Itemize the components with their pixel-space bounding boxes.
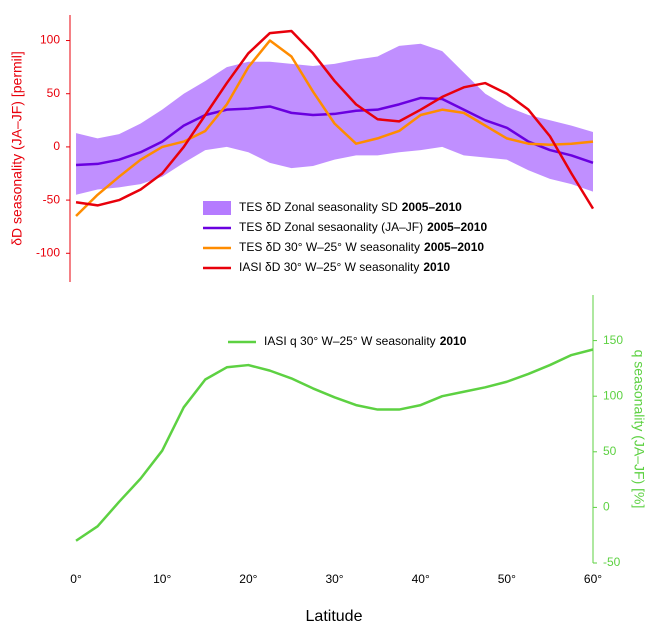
y-tick-label: 150 <box>603 333 623 347</box>
y-tick-label: -50 <box>43 192 61 206</box>
legend: TES δD Zonal seasonality SD 2005–2010TES … <box>203 200 487 274</box>
y-tick-label: -100 <box>36 245 60 259</box>
legend-name: IASI q 30° W–25° W seasonality <box>264 334 436 348</box>
y-tick-label: 100 <box>40 33 60 47</box>
legend-entry: IASI q 30° W–25° W seasonality 2010 <box>264 334 467 348</box>
y-tick-label: 50 <box>47 86 61 100</box>
legend-period: 2005–2010 <box>427 220 487 234</box>
legend-swatch <box>203 201 231 215</box>
y-axis-label: q seasonality (JA–JF) [%] <box>631 350 647 509</box>
x-tick-label: 20° <box>239 572 257 586</box>
y-axis-label: δD seasonality (JA–JF) [permil] <box>9 51 25 246</box>
x-tick-label: 60° <box>584 572 602 586</box>
legend-entry: TES δD Zonal sesaonality (JA–JF) 2005–201… <box>239 220 487 234</box>
x-axis-label: Latitude <box>306 608 363 625</box>
series-line <box>75 39 594 217</box>
series-line <box>75 96 594 167</box>
legend-entry: IASI δD 30° W–25° W seasonality 2010 <box>239 260 450 274</box>
legend-period: 2010 <box>440 334 467 348</box>
legend-name: TES δD Zonal sesaonality (JA–JF) <box>239 220 423 234</box>
y-tick-label: 100 <box>603 388 623 402</box>
x-tick-label: 10° <box>153 572 171 586</box>
x-tick-label: 0° <box>70 572 82 586</box>
legend-entry: TES δD 30° W–25° W seasonality 2005–2010 <box>239 240 484 254</box>
legend-name: IASI δD 30° W–25° W seasonality <box>239 260 419 274</box>
legend-name: TES δD 30° W–25° W seasonality <box>239 240 420 254</box>
legend-period: 2005–2010 <box>424 240 484 254</box>
series-line <box>75 348 594 542</box>
legend-period: 2010 <box>423 260 450 274</box>
x-tick-label: 50° <box>498 572 516 586</box>
legend-name: TES δD Zonal seasonality SD <box>239 200 398 214</box>
x-tick-label: 30° <box>325 572 343 586</box>
legend-period: 2005–2010 <box>402 200 462 214</box>
y-tick-label: 0 <box>53 139 60 153</box>
y-tick-label: 0 <box>603 500 610 514</box>
series-line <box>75 29 595 210</box>
legend: IASI q 30° W–25° W seasonality 2010 <box>228 334 467 348</box>
legend-entry: TES δD Zonal seasonality SD 2005–2010 <box>239 200 462 214</box>
y-tick-label: -50 <box>603 555 621 569</box>
x-tick-label: 40° <box>412 572 430 586</box>
sd-band <box>76 43 593 195</box>
y-tick-label: 50 <box>603 444 617 458</box>
